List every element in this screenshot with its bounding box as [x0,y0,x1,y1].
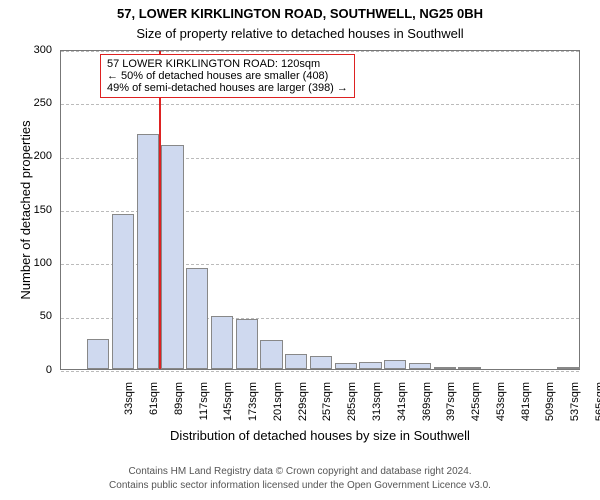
histogram-bar [310,356,332,369]
x-tick-label: 257sqm [321,382,333,442]
histogram-bar [211,316,233,369]
x-tick-label: 117sqm [198,382,210,442]
x-tick-label: 537sqm [569,382,581,442]
x-tick-label: 201sqm [272,382,284,442]
histogram-bar [458,367,480,369]
y-tick-label: 200 [0,150,52,162]
x-tick-label: 397sqm [445,382,457,442]
x-tick-label: 285sqm [346,382,358,442]
y-tick-label: 0 [0,364,52,376]
y-tick-label: 100 [0,257,52,269]
x-tick-label: 145sqm [222,382,234,442]
y-tick-label: 50 [0,310,52,322]
x-tick-label: 481sqm [520,382,532,442]
x-tick-label: 341sqm [396,382,408,442]
histogram-bar [285,354,307,369]
plot-area [60,50,580,370]
x-tick-label: 229sqm [297,382,309,442]
annotation-line: 57 LOWER KIRKLINGTON ROAD: 120sqm [107,58,348,70]
x-tick-label: 565sqm [594,382,600,442]
x-tick-label: 61sqm [148,382,160,442]
x-tick-label: 313sqm [371,382,383,442]
grid-line [61,371,579,372]
credit-line-1: Contains HM Land Registry data © Crown c… [0,466,600,477]
histogram-bar [112,214,134,369]
chart-container: { "chart": { "type": "histogram", "title… [0,0,600,500]
histogram-bar [137,134,159,369]
annotation-line: ← 50% of detached houses are smaller (40… [107,70,348,82]
y-tick-label: 250 [0,97,52,109]
chart-subtitle: Size of property relative to detached ho… [0,26,600,41]
histogram-bar [409,363,431,369]
property-marker-line [159,51,161,369]
histogram-bar [557,367,579,369]
credit-line-2: Contains public sector information licen… [0,480,600,491]
y-tick-label: 150 [0,204,52,216]
histogram-bar [359,362,381,369]
histogram-bar [384,360,406,369]
histogram-bar [186,268,208,369]
histogram-bar [87,339,109,369]
x-tick-label: 369sqm [421,382,433,442]
x-tick-label: 425sqm [470,382,482,442]
x-tick-label: 173sqm [247,382,259,442]
x-tick-label: 89sqm [173,382,185,442]
histogram-bar [434,367,456,369]
annotation-line: 49% of semi-detached houses are larger (… [107,82,348,94]
histogram-bar [260,340,282,369]
x-tick-label: 33sqm [123,382,135,442]
histogram-bar [335,363,357,369]
grid-line [61,104,579,105]
x-tick-label: 509sqm [544,382,556,442]
y-tick-label: 300 [0,44,52,56]
chart-title: 57, LOWER KIRKLINGTON ROAD, SOUTHWELL, N… [0,6,600,21]
x-tick-label: 453sqm [495,382,507,442]
histogram-bar [236,319,258,369]
grid-line [61,51,579,52]
annotation-box: 57 LOWER KIRKLINGTON ROAD: 120sqm← 50% o… [100,54,355,98]
histogram-bar [161,145,183,369]
